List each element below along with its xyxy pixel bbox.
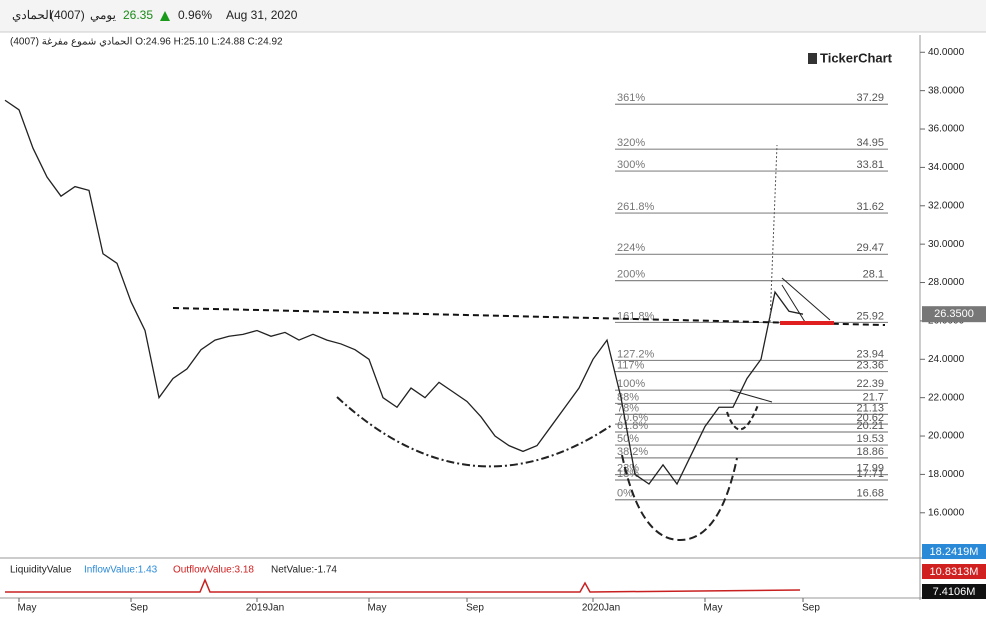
- fib-value: 23.94: [856, 348, 884, 360]
- logo-icon: [808, 53, 817, 64]
- y-tick-label: 32.0000: [928, 200, 965, 211]
- x-tick-label: May: [368, 603, 387, 614]
- fib-percent: 100%: [617, 378, 645, 390]
- last-price: 26.35: [123, 8, 153, 22]
- fib-percent: 18%: [617, 468, 639, 480]
- last-price-badge: [922, 306, 986, 323]
- fib-value: 21.7: [863, 391, 884, 403]
- badge: [922, 584, 986, 599]
- outflow: OutflowValue:3.18: [173, 565, 254, 576]
- price-line: [4, 99, 804, 486]
- handle-curve: [726, 404, 759, 431]
- stock-name: الحمادي: [12, 8, 52, 22]
- fib-value: 23.36: [856, 359, 884, 371]
- logo: TickerChart: [820, 50, 893, 65]
- spike: [769, 144, 778, 323]
- cup-curve-2: [621, 454, 738, 542]
- x-tick-label: May: [704, 603, 723, 614]
- y-tick-label: 30.0000: [928, 239, 965, 250]
- fib-percent: 161.8%: [617, 310, 655, 322]
- badge-label: 7.4106M: [933, 586, 976, 598]
- subtitle: الحمادي شموع مفرغة (4007) O:24.96 H:25.1…: [10, 37, 283, 48]
- fib-value: 31.62: [856, 201, 884, 213]
- fib-percent: 127.2%: [617, 348, 655, 360]
- fib-value: 22.39: [856, 378, 884, 390]
- fib-value: 25.92: [856, 310, 884, 322]
- wedge-line: [729, 389, 773, 403]
- y-tick-label: 20.0000: [928, 431, 965, 442]
- fib-value: 17.99: [856, 463, 884, 475]
- x-tick-label: 2020Jan: [582, 603, 620, 614]
- y-tick-label: 24.0000: [928, 354, 965, 365]
- fib-percent: 0%: [617, 488, 633, 500]
- y-tick-label: 18.0000: [928, 469, 965, 480]
- y-tick-label: 36.0000: [928, 124, 965, 135]
- fib-percent: 200%: [617, 269, 645, 281]
- period: يومي: [90, 8, 116, 22]
- fib-percent: 61.8%: [617, 420, 648, 432]
- fib-percent: 224%: [617, 242, 645, 254]
- last-price-label: 26.3500: [934, 308, 974, 320]
- net: NetValue:-1.74: [271, 565, 337, 576]
- fib-value: 20.21: [856, 420, 884, 432]
- y-tick-label: 34.0000: [928, 162, 965, 173]
- x-tick-label: Sep: [130, 603, 148, 614]
- change: 0.96%: [178, 8, 212, 22]
- wedge-line: [781, 277, 831, 321]
- y-tick-label: 40.0000: [928, 47, 965, 58]
- badge: [922, 564, 986, 579]
- badge: [922, 544, 986, 559]
- y-tick-label: 16.0000: [928, 507, 965, 518]
- y-tick-label: 38.0000: [928, 85, 965, 96]
- fib-percent: 38.2%: [617, 446, 648, 458]
- fib-value: 17.71: [856, 468, 884, 480]
- fib-percent: 117%: [617, 359, 645, 371]
- date: Aug 31, 2020: [226, 8, 298, 22]
- fib-value: 29.47: [856, 242, 884, 254]
- fib-value: 34.95: [856, 137, 884, 149]
- x-tick-label: May: [18, 603, 37, 614]
- fib-percent: 320%: [617, 137, 645, 149]
- fib-value: 19.53: [856, 433, 884, 445]
- wedge-line: [781, 284, 806, 323]
- neckline: [172, 307, 886, 326]
- x-tick-label: Sep: [802, 603, 820, 614]
- fib-value: 28.1: [863, 269, 884, 281]
- fib-percent: 88%: [617, 391, 639, 403]
- fib-percent: 361%: [617, 92, 645, 104]
- fib-value: 20.62: [856, 412, 884, 424]
- liquidity-title: LiquidityValue: [10, 565, 72, 576]
- badge-label: 10.8313M: [930, 566, 979, 578]
- fib-value: 16.68: [856, 488, 884, 500]
- liquidity-line: [5, 578, 801, 593]
- fib-value: 33.81: [856, 159, 884, 171]
- stock-code: (4007): [50, 8, 85, 22]
- fib-value: 21.13: [856, 402, 884, 414]
- badge-label: 18.2419M: [930, 546, 979, 558]
- fib-percent: 261.8%: [617, 201, 655, 213]
- inflow: InflowValue:1.43: [84, 565, 158, 576]
- x-tick-label: Sep: [466, 603, 484, 614]
- fib-percent: 300%: [617, 159, 645, 171]
- x-tick-label: 2019Jan: [246, 603, 284, 614]
- y-tick-label: 22.0000: [928, 392, 965, 403]
- fib-value: 37.29: [856, 92, 884, 104]
- up-arrow: [160, 11, 170, 21]
- cup-curve: [336, 396, 613, 468]
- y-tick-label: 28.0000: [928, 277, 965, 288]
- fib-value: 18.86: [856, 446, 884, 458]
